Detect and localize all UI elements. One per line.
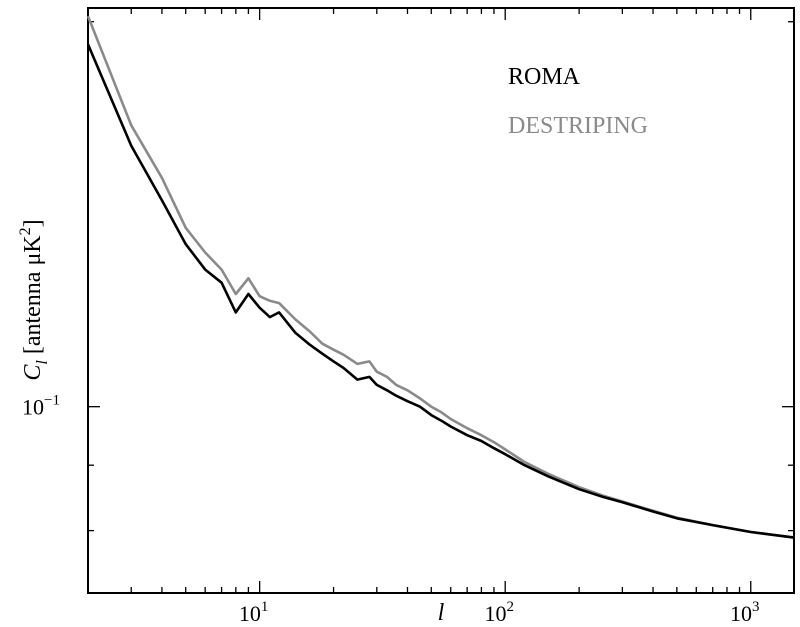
x-tick-label: 102 [484,599,514,626]
series-lines [86,15,795,539]
x-tick-label: 101 [239,599,269,626]
series-line-roma [86,43,795,539]
legend: ROMA DESTRIPING [508,64,648,139]
x-axis-label: l [438,600,445,626]
y-tick-label: 10−1 [22,393,60,420]
legend-entry-roma: ROMA [508,64,581,90]
y-axis-label: Cl [antenna μK2] [17,219,51,380]
axis-ticks: 101 102 103 10−1 [22,8,794,626]
series-line-destriping [86,15,795,539]
legend-entry-destriping: DESTRIPING [508,113,648,139]
plot-frame [87,7,795,594]
x-tick-label: 103 [730,599,760,626]
